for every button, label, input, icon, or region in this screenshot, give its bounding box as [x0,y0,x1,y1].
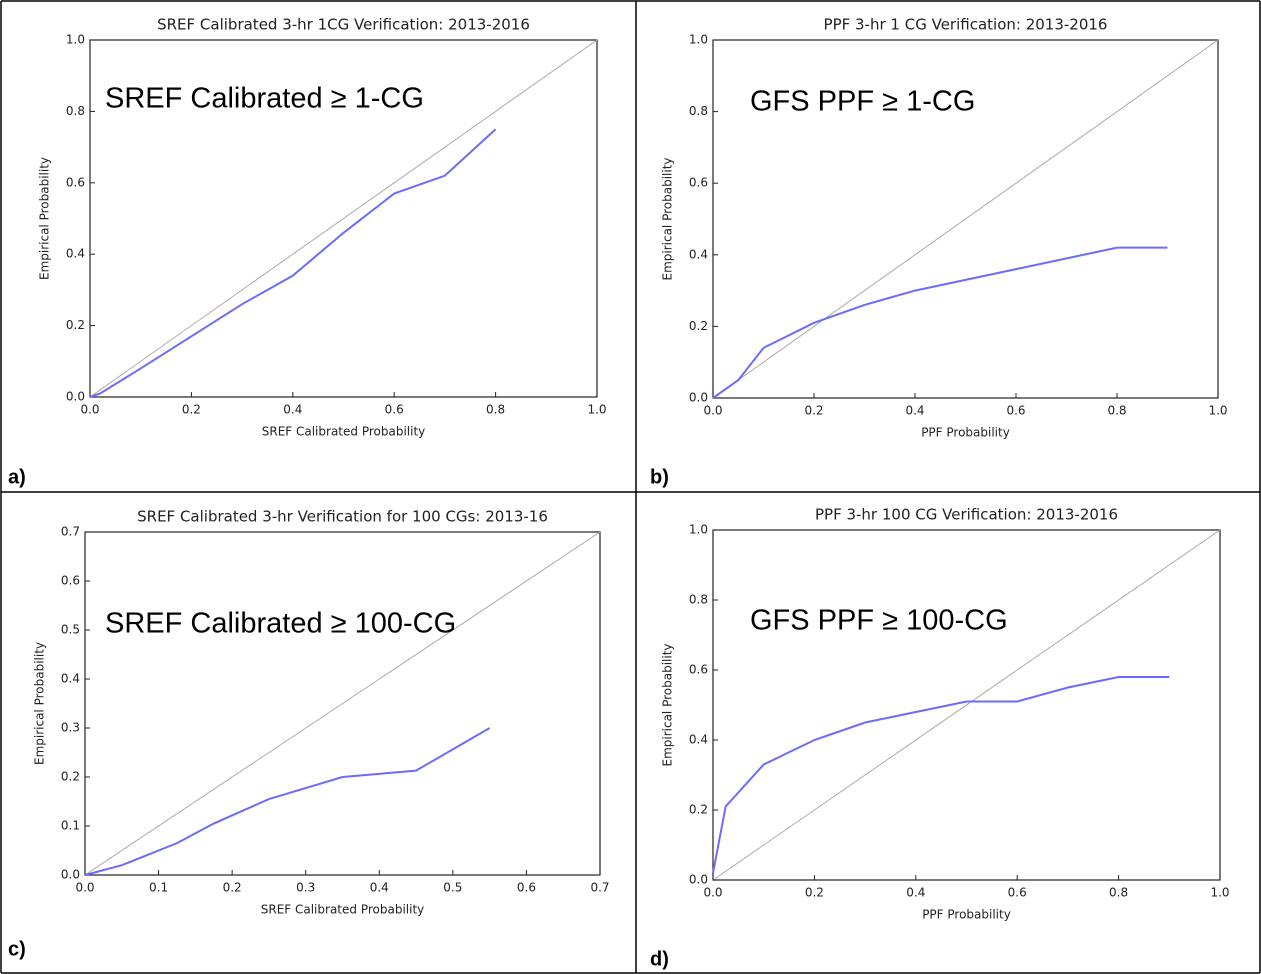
y-tick-label: 0.4 [689,733,708,747]
y-tick-label: 0.0 [61,868,80,882]
panel-label: b) [650,466,669,488]
x-tick-label: 0.2 [805,886,824,900]
panel-label: c) [8,938,26,960]
y-tick-label: 0.6 [689,176,708,190]
y-tick-label: 0.6 [66,175,85,189]
data-line [84,727,491,876]
x-tick-label: 1.0 [1208,404,1227,418]
y-axis-label: Empirical Probability [661,643,675,766]
x-tick-label: 0.2 [182,403,201,417]
annotation: SREF Calibrated ≥ 1-CG [105,83,424,115]
y-tick-label: 0.4 [689,247,708,261]
x-axis-label: SREF Calibrated Probability [261,903,425,917]
x-tick-label: 0.0 [75,881,94,895]
x-axis-label: SREF Calibrated Probability [262,425,426,439]
x-tick-label: 0.8 [1109,886,1128,900]
chart-title: SREF Calibrated 3-hr 1CG Verification: 2… [157,16,530,34]
reference-line [712,529,1221,881]
y-tick-label: 0.2 [66,318,85,332]
x-tick-label: 0.4 [283,403,302,417]
y-tick-label: 0.0 [66,390,85,404]
x-tick-label: 0.2 [223,881,242,895]
y-tick-label: 0.0 [689,391,708,405]
x-tick-label: 0.7 [590,881,609,895]
y-tick-label: 0.4 [66,247,85,261]
x-tick-label: 0.3 [296,881,315,895]
y-tick-label: 1.0 [66,33,85,47]
y-tick-label: 1.0 [689,523,708,537]
y-tick-label: 0.6 [689,663,708,677]
chart-title: SREF Calibrated 3-hr Verification for 10… [137,508,548,526]
y-axis-label: Empirical Probability [661,157,675,280]
x-axis-label: PPF Probability [922,908,1011,922]
reference-line [89,39,598,398]
x-tick-label: 0.4 [906,886,925,900]
y-axis-label: Empirical Probability [33,642,47,765]
y-tick-label: 0.2 [689,319,708,333]
y-tick-label: 0.8 [66,104,85,118]
y-tick-label: 0.0 [689,873,708,887]
x-tick-label: 0.0 [703,404,722,418]
chart-title: PPF 3-hr 1 CG Verification: 2013-2016 [824,16,1108,34]
x-tick-label: 0.0 [80,403,99,417]
x-tick-label: 0.6 [1006,404,1025,418]
annotation: GFS PPF ≥ 100-CG [750,605,1008,637]
x-tick-label: 0.8 [486,403,505,417]
x-tick-label: 0.2 [804,404,823,418]
annotation: SREF Calibrated ≥ 100-CG [105,608,456,640]
reference-line [84,531,601,876]
panel-label: a) [8,466,26,488]
y-tick-label: 0.1 [61,819,80,833]
reference-line [712,39,1219,399]
x-tick-label: 1.0 [1210,886,1229,900]
y-tick-label: 0.7 [61,525,80,539]
x-tick-label: 0.6 [1008,886,1027,900]
x-tick-label: 0.4 [370,881,389,895]
x-tick-label: 0.8 [1107,404,1126,418]
x-tick-label: 0.5 [443,881,462,895]
y-tick-label: 0.2 [61,770,80,784]
x-tick-label: 0.4 [905,404,924,418]
y-tick-label: 0.8 [689,104,708,118]
annotation: GFS PPF ≥ 1-CG [750,86,975,118]
x-tick-label: 0.0 [703,886,722,900]
y-tick-label: 0.2 [689,803,708,817]
panel-label: d) [650,948,669,970]
x-tick-label: 0.1 [149,881,168,895]
x-axis-label: PPF Probability [921,426,1010,440]
y-tick-label: 0.4 [61,672,80,686]
y-axis-label: Empirical Probability [38,157,52,280]
data-line [712,676,1170,874]
y-tick-label: 0.5 [61,623,80,637]
chart-title: PPF 3-hr 100 CG Verification: 2013-2016 [815,506,1118,524]
y-tick-label: 0.6 [61,574,80,588]
y-tick-label: 0.3 [61,721,80,735]
y-tick-label: 0.8 [689,593,708,607]
data-line [89,128,497,398]
x-tick-label: 0.6 [517,881,536,895]
y-tick-label: 1.0 [689,33,708,47]
data-line [712,246,1168,399]
x-tick-label: 1.0 [587,403,606,417]
x-tick-label: 0.6 [385,403,404,417]
